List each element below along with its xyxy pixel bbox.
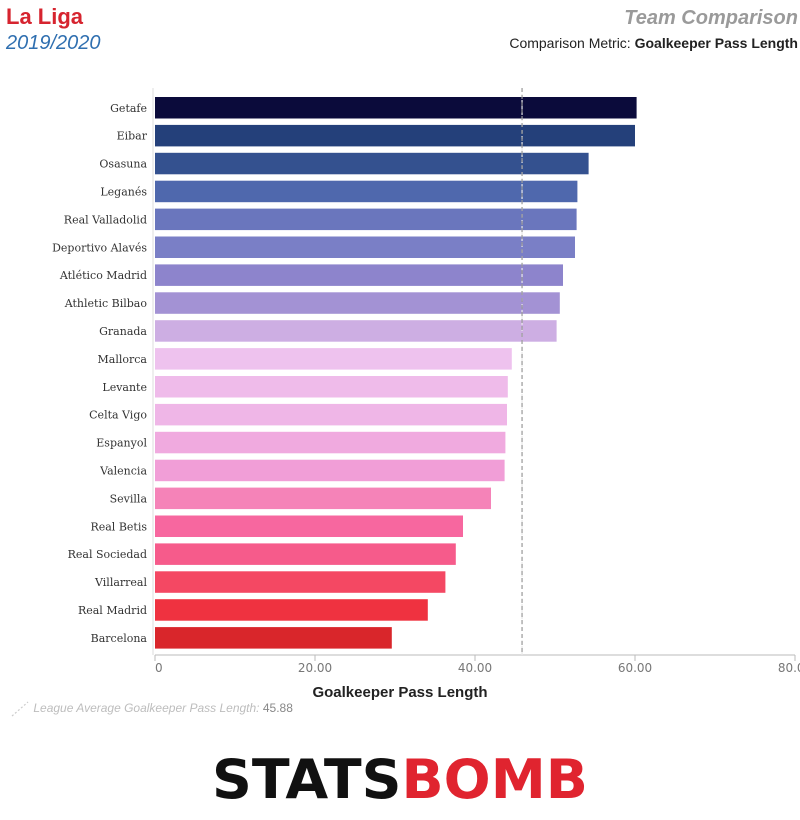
bar [155,543,456,565]
bar [155,208,577,231]
x-tick-label: 80.00 [778,661,800,675]
dashed-line-icon [11,701,29,717]
bar [155,515,463,537]
category-label: Sevilla [110,492,148,505]
bar [155,348,512,370]
category-label: Deportivo Alavés [52,241,147,254]
category-label: Mallorca [98,353,148,366]
category-label: Getafe [110,102,147,115]
bar [155,152,589,175]
bar [155,292,560,314]
logo-stats: STATS [212,752,401,802]
metric-name: Goalkeeper Pass Length [634,35,798,51]
category-label: Celta Vigo [89,409,147,422]
category-label: Levante [102,381,147,394]
bar [155,97,637,119]
logo-bomb: BOMB [401,752,588,802]
x-tick-label: 0 [155,661,163,675]
category-label: Real Sociedad [68,548,147,561]
category-label: Villarreal [94,576,147,589]
bar-chart: Getafe Eibar Osasuna Leganés Real Valladolid… [52,88,800,675]
category-label: Atlético Madrid [59,269,147,282]
header-right: Team Comparison Comparison Metric: Goalk… [509,6,798,56]
category-label: Real Valladolid [64,213,147,226]
category-label: Leganés [100,185,147,198]
bar [155,236,575,258]
category-label: Athletic Bilbao [64,297,148,310]
x-tick-label: 20.00 [298,661,332,675]
bar [155,403,507,426]
league-title: La Liga [6,4,84,29]
bar [155,431,506,454]
bar [155,571,446,593]
category-label: Eibar [117,130,148,143]
x-tick-label: 40.00 [458,661,492,675]
report-title: Team Comparison [624,7,798,29]
x-axis-label: Goalkeeper Pass Length [312,684,488,701]
metric-prefix: Comparison Metric: [509,35,631,51]
season-label: 2019/2020 [6,32,101,54]
x-tick-label: 60.00 [618,661,652,675]
bar [155,124,635,147]
bar [155,264,563,286]
bar [155,599,428,621]
bar [155,320,557,342]
header-left: La Liga 2019/2020 [6,4,101,56]
logo-wordmark: STATSBOMB [212,752,588,802]
bar [155,487,491,510]
bar [155,459,505,482]
category-label: Real Madrid [78,604,147,617]
average-legend: League Average Goalkeeper Pass Length: 4… [10,700,293,718]
category-label: Real Betis [90,520,147,533]
category-label: Valencia [99,464,147,477]
category-label: Osasuna [99,158,147,171]
statsbomb-logo: STATSBOMB [212,752,588,802]
average-label: League Average Goalkeeper Pass Length: [33,701,260,716]
category-label: Granada [99,325,147,338]
bar [155,180,578,203]
bar [155,627,392,649]
bar [155,376,508,398]
category-label: Espanyol [96,437,147,450]
category-label: Barcelona [91,632,148,645]
comparison-metric: Comparison Metric: Goalkeeper Pass Lengt… [509,30,798,56]
average-value: 45.88 [262,701,293,716]
